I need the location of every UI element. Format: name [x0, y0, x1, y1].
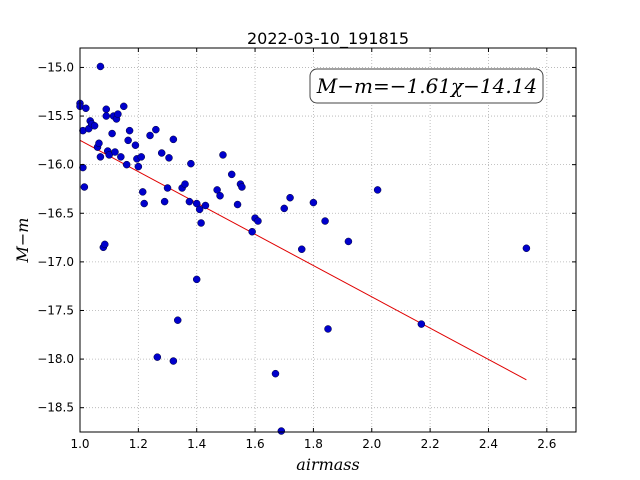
data-point	[79, 163, 87, 172]
data-point	[277, 427, 286, 435]
data-point	[173, 316, 182, 324]
data-point	[280, 204, 288, 213]
data-point	[324, 325, 332, 333]
grid-lines	[79, 48, 576, 432]
data-point	[146, 131, 154, 140]
data-point	[102, 105, 111, 113]
data-point	[286, 193, 294, 202]
fit-line-group	[79, 139, 527, 381]
x-tick-label: 2.2	[421, 437, 440, 451]
data-point	[254, 217, 262, 225]
data-point	[114, 110, 122, 118]
data-point	[321, 217, 329, 225]
data-point	[417, 320, 426, 328]
data-point	[96, 62, 105, 71]
data-point	[153, 353, 162, 361]
data-point	[373, 186, 382, 194]
data-point	[122, 160, 131, 169]
y-tick-label: −16.0	[37, 158, 74, 172]
y-tick-label: −15.5	[37, 109, 74, 123]
data-point	[95, 139, 103, 148]
x-tick-label: 1.6	[246, 437, 265, 451]
data-points	[76, 62, 531, 435]
fit-equation: M−m=−1.61χ−14.14	[316, 74, 537, 98]
data-point	[187, 159, 195, 168]
x-axis-label: airmass	[296, 455, 359, 474]
plot-frame	[79, 47, 577, 433]
data-point	[140, 199, 148, 208]
data-point	[197, 219, 205, 227]
y-axis-label: M−m	[13, 218, 32, 264]
data-point	[271, 369, 280, 378]
data-point	[195, 205, 204, 214]
data-point	[101, 240, 109, 249]
data-point	[522, 244, 531, 253]
data-point	[131, 141, 140, 149]
x-tick-label: 1.8	[304, 437, 323, 451]
data-point	[152, 125, 160, 134]
fit-equation-box: M−m=−1.61χ−14.14	[309, 68, 544, 104]
data-point	[160, 197, 169, 206]
data-point	[216, 192, 224, 200]
x-tick-label: 2.4	[479, 437, 498, 451]
x-tick-label: 1.0	[70, 437, 89, 451]
data-point	[82, 104, 90, 113]
data-point	[134, 162, 143, 171]
data-point	[169, 135, 178, 144]
chart-title: 2022-03-10_191815	[247, 29, 409, 49]
data-point	[219, 151, 227, 159]
data-point	[165, 154, 173, 162]
data-point	[120, 102, 128, 111]
data-point	[181, 180, 189, 188]
data-point	[117, 153, 125, 161]
data-point	[138, 188, 147, 196]
data-point	[124, 136, 132, 145]
data-point	[233, 200, 242, 209]
data-point	[192, 275, 201, 284]
data-point	[90, 122, 99, 130]
y-tick-label: −16.5	[37, 206, 74, 220]
fit-line	[79, 139, 527, 381]
y-tick-label: −18.5	[37, 401, 74, 415]
x-tick-label: 2.0	[362, 437, 381, 451]
data-point	[102, 112, 111, 120]
data-point	[108, 129, 116, 138]
data-point	[163, 184, 172, 192]
data-point	[238, 183, 246, 191]
data-point	[157, 149, 166, 157]
axis-ticks: 1.0 1.2 1.4 1.6 1.8 2.0 2.2 2.4 2.6 −15.0 −15.5 −16…	[37, 48, 576, 451]
data-point	[297, 245, 306, 253]
x-tick-label: 2.6	[537, 437, 556, 451]
y-tick-label: −17.0	[37, 255, 74, 269]
data-point	[201, 201, 210, 210]
data-point	[111, 148, 119, 156]
x-tick-label: 1.4	[187, 437, 206, 451]
data-point	[169, 357, 178, 365]
y-tick-label: −15.0	[37, 60, 74, 74]
data-point	[248, 227, 256, 236]
y-tick-label: −17.5	[37, 303, 74, 317]
y-tick-label: −18.0	[37, 352, 74, 366]
data-point	[185, 197, 194, 206]
data-point	[137, 153, 146, 161]
data-point	[96, 153, 105, 161]
data-point	[309, 198, 318, 207]
data-point	[80, 183, 89, 191]
data-point	[227, 170, 236, 179]
data-point	[125, 126, 134, 135]
data-point	[344, 237, 353, 246]
x-tick-label: 1.2	[129, 437, 148, 451]
